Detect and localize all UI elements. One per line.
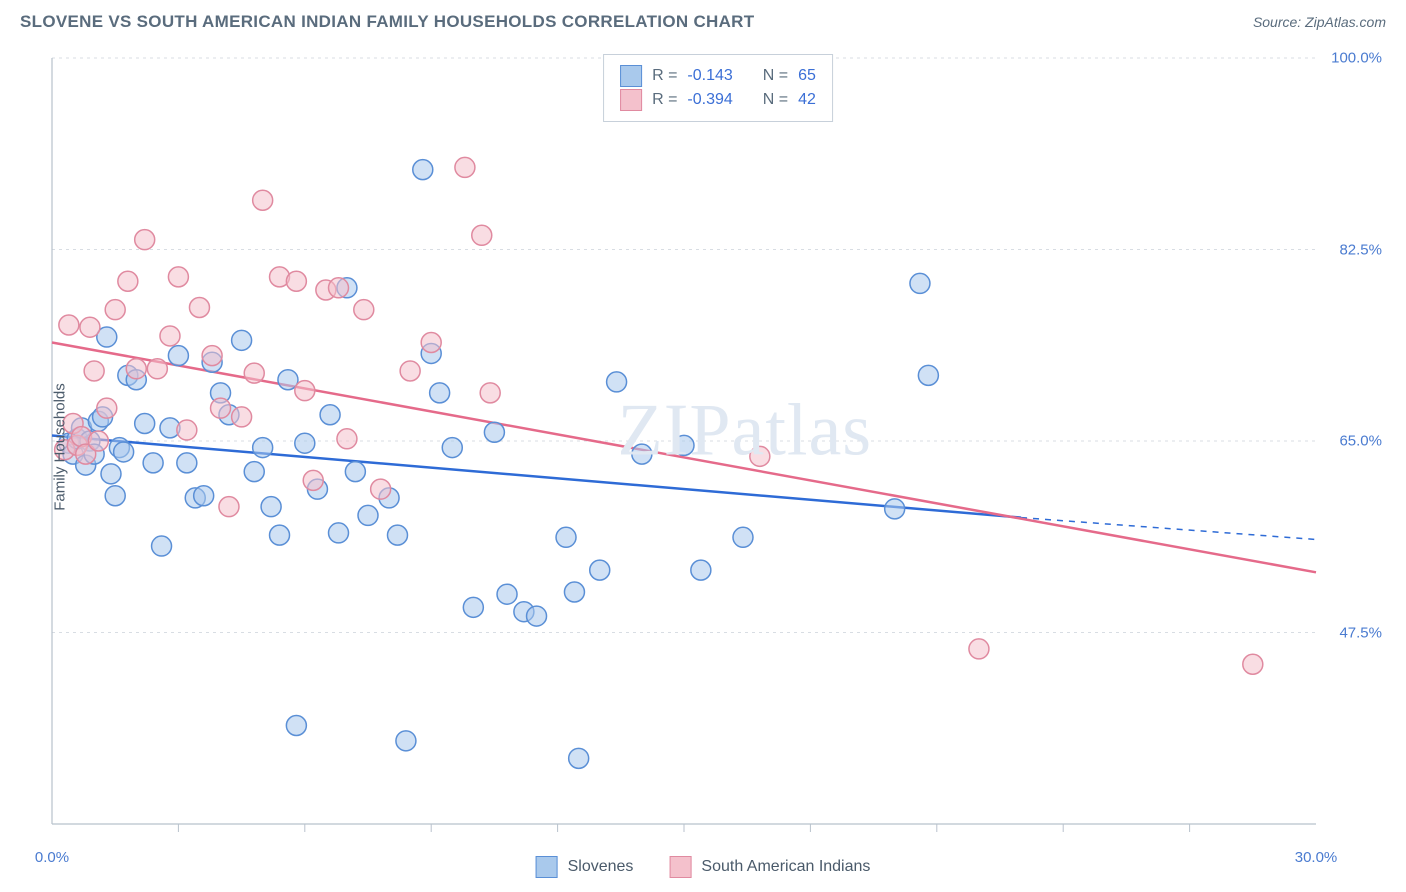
stats-row: R = -0.143 N = 65 (620, 65, 816, 87)
stats-legend: R = -0.143 N = 65 R = -0.394 N = 42 (603, 54, 833, 122)
y-tick-label: 100.0% (1331, 50, 1382, 67)
legend-swatch (536, 856, 558, 878)
legend-item: South American Indians (669, 856, 870, 878)
stat-r-label: R = (652, 67, 677, 85)
legend-label: South American Indians (701, 858, 870, 876)
stat-n-label: N = (763, 91, 788, 109)
stat-n-label: N = (763, 67, 788, 85)
stat-r-value: -0.394 (687, 91, 732, 109)
scatter-chart (48, 54, 1388, 840)
stat-r-value: -0.143 (687, 67, 732, 85)
legend-swatch (669, 856, 691, 878)
y-axis-title: Family Households (52, 383, 69, 511)
x-tick-label: 0.0% (35, 849, 69, 866)
x-tick-label: 30.0% (1295, 849, 1338, 866)
stat-r-label: R = (652, 91, 677, 109)
stats-row: R = -0.394 N = 42 (620, 89, 816, 111)
legend-item: Slovenes (536, 856, 634, 878)
y-tick-label: 65.0% (1339, 433, 1382, 450)
stat-n-value: 42 (798, 91, 816, 109)
bottom-legend: Slovenes South American Indians (536, 856, 871, 878)
stat-n-value: 65 (798, 67, 816, 85)
y-tick-label: 82.5% (1339, 241, 1382, 258)
legend-swatch (620, 65, 642, 87)
chart-header: SLOVENE VS SOUTH AMERICAN INDIAN FAMILY … (0, 0, 1406, 40)
legend-swatch (620, 89, 642, 111)
chart-source: Source: ZipAtlas.com (1253, 14, 1386, 30)
y-tick-label: 47.5% (1339, 624, 1382, 641)
legend-label: Slovenes (568, 858, 634, 876)
chart-title: SLOVENE VS SOUTH AMERICAN INDIAN FAMILY … (20, 12, 754, 32)
chart-area: Family Households ZIPatlas R = -0.143 N … (48, 54, 1388, 840)
